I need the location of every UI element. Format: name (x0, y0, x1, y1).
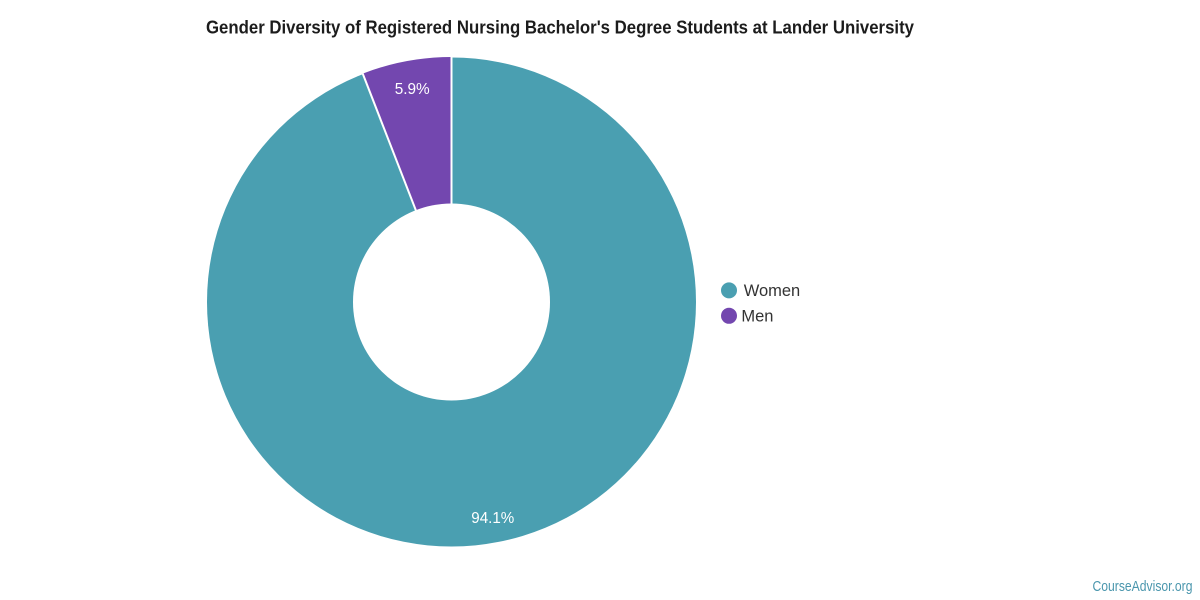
svg-text:Women: Women (744, 282, 801, 300)
svg-text:Men: Men (741, 307, 773, 325)
svg-text:94.1%: 94.1% (471, 510, 514, 527)
svg-text:CourseAdvisor.org: CourseAdvisor.org (1093, 578, 1193, 595)
svg-text:5.9%: 5.9% (395, 81, 430, 98)
svg-text:Gender Diversity of Registered: Gender Diversity of Registered Nursing B… (206, 18, 914, 38)
